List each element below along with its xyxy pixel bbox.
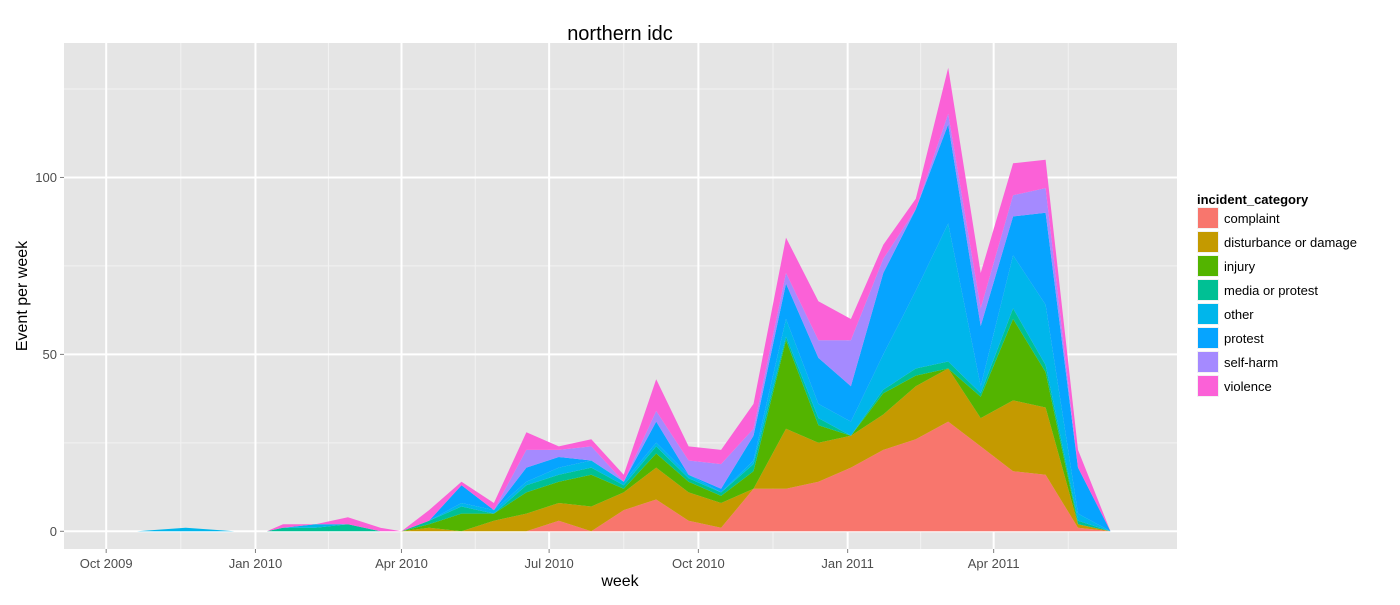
legend-swatch <box>1198 328 1218 348</box>
legend-label: complaint <box>1224 211 1280 226</box>
legend-swatch <box>1198 256 1218 276</box>
area-media-or-protest <box>137 308 1111 532</box>
area-series <box>137 67 1111 532</box>
legend-label: protest <box>1224 331 1264 346</box>
legend-label: injury <box>1224 259 1256 274</box>
y-axis-label: Event per week <box>14 240 31 351</box>
legend-title: incident_category <box>1197 192 1309 207</box>
x-tick-label: Jan 2010 <box>229 556 283 571</box>
x-axis-label: week <box>600 573 639 590</box>
legend-label: self-harm <box>1224 355 1278 370</box>
legend-label: disturbance or damage <box>1224 235 1357 250</box>
legend-label: media or protest <box>1224 283 1318 298</box>
chart-title: northern idc <box>567 23 673 45</box>
legend-swatch <box>1198 376 1218 396</box>
legend-swatch <box>1198 352 1218 372</box>
x-tick-label: Oct 2010 <box>672 556 725 571</box>
x-tick-label: Apr 2010 <box>375 556 428 571</box>
x-tick-label: Jan 2011 <box>821 556 874 571</box>
legend-label: other <box>1224 307 1254 322</box>
area-injury <box>137 319 1111 532</box>
y-tick-label: 100 <box>35 170 57 185</box>
y-tick-label: 50 <box>43 347 57 362</box>
x-tick-label: Apr 2011 <box>968 556 1020 571</box>
legend: incident_category complaint disturbance o… <box>1197 192 1357 397</box>
x-tick-label: Oct 2009 <box>80 556 133 571</box>
y-axis-ticks: 0 50 100 <box>35 170 64 539</box>
x-tick-label: Jul 2010 <box>525 556 574 571</box>
x-axis-ticks: Oct 2009 Jan 2010 Apr 2010 Jul 2010 Oct 2010… <box>80 549 1020 571</box>
area-complaint <box>137 421 1111 532</box>
legend-items: complaint disturbance or damage injury medi… <box>1197 207 1357 397</box>
y-tick-label: 0 <box>50 524 57 539</box>
area-disturbance-or-damage <box>137 368 1111 532</box>
legend-swatch <box>1198 208 1218 228</box>
legend-label: violence <box>1224 379 1272 394</box>
legend-swatch <box>1198 280 1218 300</box>
legend-swatch <box>1198 232 1218 252</box>
legend-swatch <box>1198 304 1218 324</box>
